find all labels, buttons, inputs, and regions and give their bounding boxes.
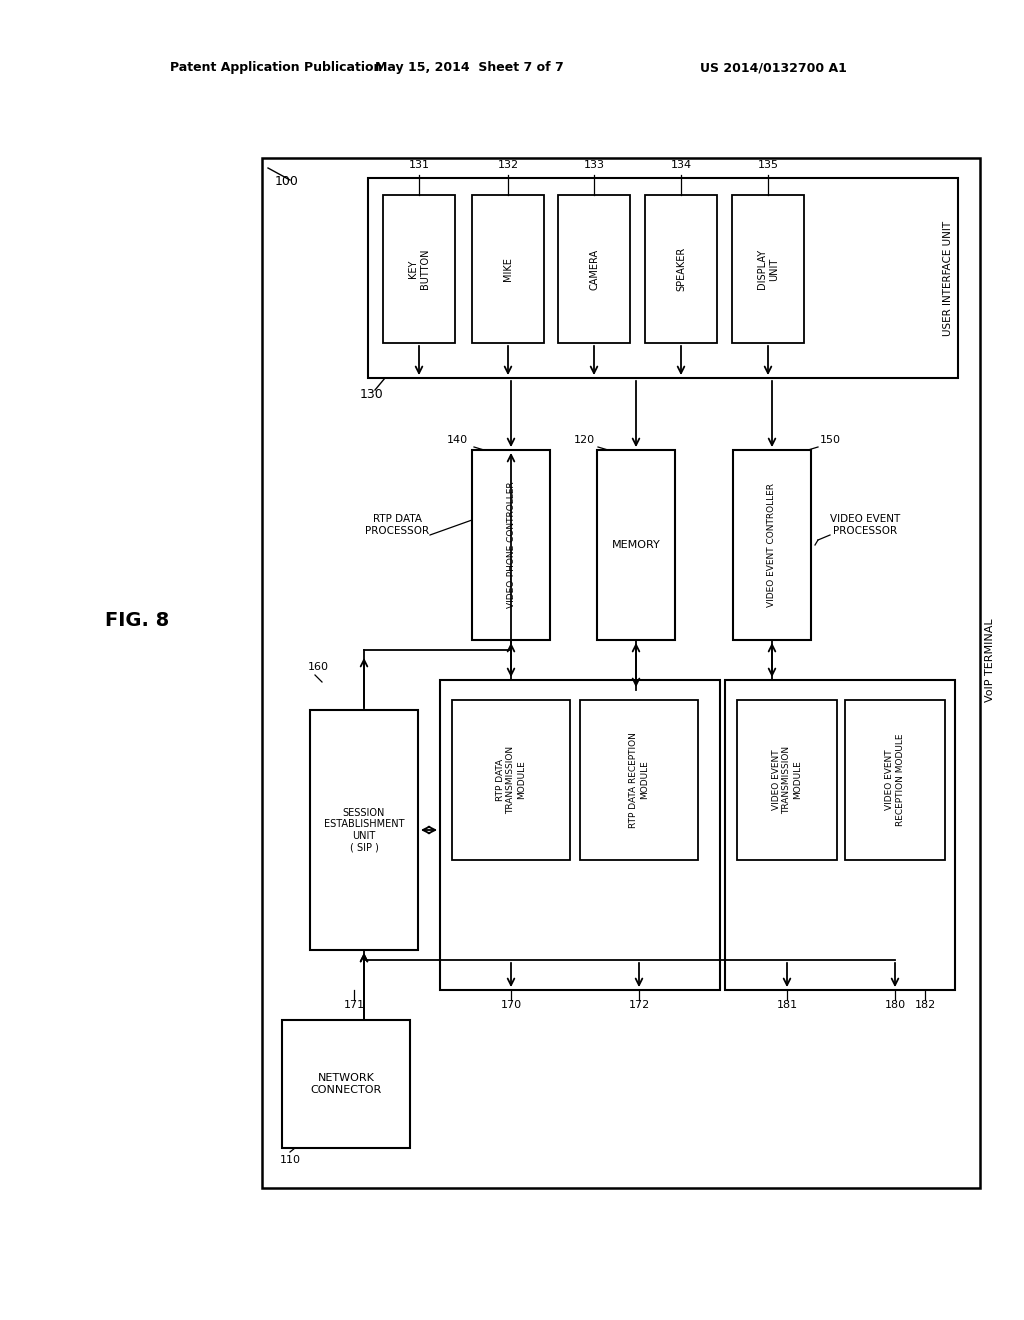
Text: VIDEO EVENT CONTROLLER: VIDEO EVENT CONTROLLER <box>768 483 776 607</box>
Text: VoIP TERMINAL: VoIP TERMINAL <box>985 618 995 702</box>
Text: KEY
BUTTON: KEY BUTTON <box>409 248 430 289</box>
Text: SESSION
ESTABLISHMENT
UNIT
( SIP ): SESSION ESTABLISHMENT UNIT ( SIP ) <box>324 808 404 853</box>
Bar <box>368 178 958 378</box>
Text: VIDEO EVENT
TRANSMISSION
MODULE: VIDEO EVENT TRANSMISSION MODULE <box>772 746 802 814</box>
Text: VIDEO-PHONE CONTROLLER: VIDEO-PHONE CONTROLLER <box>507 482 515 609</box>
Bar <box>737 700 837 861</box>
Text: 150: 150 <box>820 436 841 445</box>
Text: 180: 180 <box>885 1001 905 1010</box>
Text: SPEAKER: SPEAKER <box>676 247 686 292</box>
Text: 130: 130 <box>360 388 384 401</box>
Bar <box>597 450 675 640</box>
Text: 170: 170 <box>501 1001 521 1010</box>
Bar <box>732 195 804 343</box>
Bar <box>558 195 630 343</box>
Bar <box>472 450 550 640</box>
Text: 181: 181 <box>776 1001 798 1010</box>
Bar <box>282 1020 410 1148</box>
Text: MEMORY: MEMORY <box>611 540 660 550</box>
Text: May 15, 2014  Sheet 7 of 7: May 15, 2014 Sheet 7 of 7 <box>375 62 564 74</box>
Bar <box>733 450 811 640</box>
Text: 100: 100 <box>275 176 299 187</box>
Bar <box>440 680 720 990</box>
Text: CAMERA: CAMERA <box>589 248 599 289</box>
Text: Patent Application Publication: Patent Application Publication <box>170 62 382 74</box>
Bar <box>725 680 955 990</box>
Text: 134: 134 <box>671 160 691 170</box>
Text: 120: 120 <box>573 436 595 445</box>
Text: 135: 135 <box>758 160 778 170</box>
Bar <box>452 700 570 861</box>
Bar <box>845 700 945 861</box>
Text: 140: 140 <box>446 436 468 445</box>
Text: MIKE: MIKE <box>503 257 513 281</box>
Text: USER INTERFACE UNIT: USER INTERFACE UNIT <box>943 220 953 335</box>
Bar <box>645 195 717 343</box>
Text: RTP DATA
TRANSMISSION
MODULE: RTP DATA TRANSMISSION MODULE <box>496 746 526 814</box>
Text: 133: 133 <box>584 160 604 170</box>
Text: FIG. 8: FIG. 8 <box>105 610 169 630</box>
Text: NETWORK
CONNECTOR: NETWORK CONNECTOR <box>310 1073 382 1094</box>
Text: 160: 160 <box>308 663 329 672</box>
Text: 131: 131 <box>409 160 429 170</box>
Text: 182: 182 <box>914 1001 936 1010</box>
Bar <box>472 195 544 343</box>
Bar <box>262 158 980 1188</box>
Text: 172: 172 <box>629 1001 649 1010</box>
Bar <box>580 700 698 861</box>
Bar <box>310 710 418 950</box>
Text: RTP DATA RECEPTION
MODULE: RTP DATA RECEPTION MODULE <box>630 733 648 828</box>
Bar <box>383 195 455 343</box>
Text: VIDEO EVENT
RECEPTION MODULE: VIDEO EVENT RECEPTION MODULE <box>886 734 904 826</box>
Text: DISPLAY
UNIT: DISPLAY UNIT <box>757 249 779 289</box>
Text: 110: 110 <box>280 1155 301 1166</box>
Text: 171: 171 <box>343 1001 365 1010</box>
Text: US 2014/0132700 A1: US 2014/0132700 A1 <box>700 62 847 74</box>
Text: RTP DATA
PROCESSOR: RTP DATA PROCESSOR <box>365 515 429 536</box>
Text: 132: 132 <box>498 160 518 170</box>
Text: VIDEO EVENT
PROCESSOR: VIDEO EVENT PROCESSOR <box>830 515 900 536</box>
